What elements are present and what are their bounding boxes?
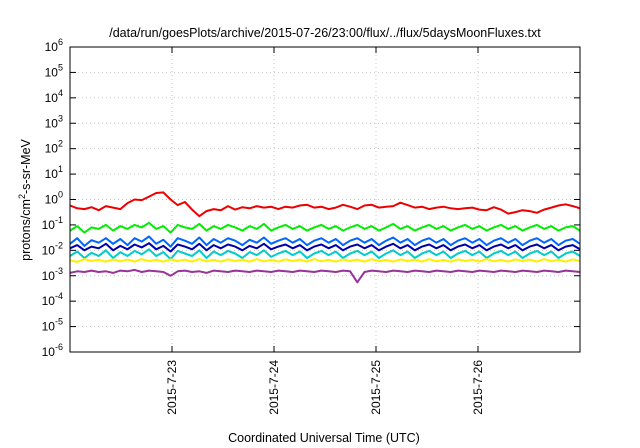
x-tick-label: 2015-7-24	[267, 360, 281, 415]
y-tick-base: 10	[45, 40, 59, 54]
series-line	[69, 235, 581, 248]
y-tick-base: 10	[45, 142, 59, 156]
y-tick-label: 106	[45, 37, 63, 54]
y-tick-exponent: 4	[58, 88, 63, 98]
grid-lines	[70, 47, 580, 352]
y-tick-exponent: 0	[58, 190, 63, 200]
y-axis-label: protons/cm2-s-sr-MeV	[17, 138, 33, 260]
y-tick-label: 100	[45, 190, 63, 207]
y-tick-label: 101	[45, 164, 63, 181]
y-tick-base: 10	[42, 218, 56, 232]
y-tick-base: 10	[42, 345, 56, 359]
y-tick-exponent: 6	[58, 37, 63, 47]
series-lines	[69, 191, 581, 284]
y-tick-label: 104	[45, 88, 63, 105]
y-tick-exponent: -3	[55, 266, 63, 276]
y-tick-label: 102	[45, 139, 63, 156]
y-tick-exponent: -4	[55, 291, 63, 301]
y-tick-base: 10	[42, 294, 56, 308]
series-line	[69, 191, 581, 218]
x-tick-label: 2015-7-26	[471, 360, 485, 415]
y-tick-base: 10	[45, 65, 59, 79]
y-tick-exponent: 3	[58, 113, 63, 123]
y-tick-label: 10-1	[42, 215, 63, 232]
y-axis-label-rest: -s-sr-MeV	[19, 138, 33, 194]
y-tick-base: 10	[42, 243, 56, 257]
y-tick-exponent: 5	[58, 62, 63, 72]
y-axis-label-main: protons/cm	[19, 199, 33, 261]
y-tick-label: 10-6	[42, 342, 63, 359]
x-axis-ticks: 2015-7-23 2015-7-24 2015-7-25 2015-7-26	[165, 47, 485, 415]
series-line	[69, 268, 581, 284]
series-line	[69, 258, 581, 263]
y-tick-label: 103	[45, 113, 63, 130]
y-tick-exponent: -2	[55, 240, 63, 250]
y-tick-exponent: -5	[55, 317, 63, 327]
x-axis-label: Coordinated Universal Time (UTC)	[228, 431, 420, 445]
y-tick-base: 10	[42, 320, 56, 334]
y-tick-exponent: -6	[55, 342, 63, 352]
series-line	[69, 221, 581, 234]
x-tick-label: 2015-7-25	[369, 360, 383, 415]
y-tick-base: 10	[42, 269, 56, 283]
chart-title: /data/run/goesPlots/archive/2015-07-26/2…	[109, 26, 541, 40]
y-tick-base: 10	[45, 167, 59, 181]
y-tick-label: 10-2	[42, 240, 63, 257]
x-tick-label: 2015-7-23	[165, 360, 179, 415]
y-tick-label: 10-5	[42, 317, 63, 334]
y-tick-exponent: -1	[55, 215, 63, 225]
y-tick-base: 10	[45, 91, 59, 105]
y-tick-exponent: 2	[58, 139, 63, 149]
y-tick-exponent: 1	[58, 164, 63, 174]
series-line	[69, 242, 581, 253]
y-tick-base: 10	[45, 193, 59, 207]
y-tick-label: 105	[45, 62, 63, 79]
y-tick-label: 10-4	[42, 291, 63, 308]
y-axis-label-sup: 2	[17, 194, 27, 199]
plot-frame	[69, 46, 581, 353]
y-axis-ticks: 10-610-510-410-310-210-11001011021031041…	[42, 37, 580, 359]
y-tick-label: 10-3	[42, 266, 63, 283]
y-tick-base: 10	[45, 116, 59, 130]
series-line	[69, 248, 581, 261]
